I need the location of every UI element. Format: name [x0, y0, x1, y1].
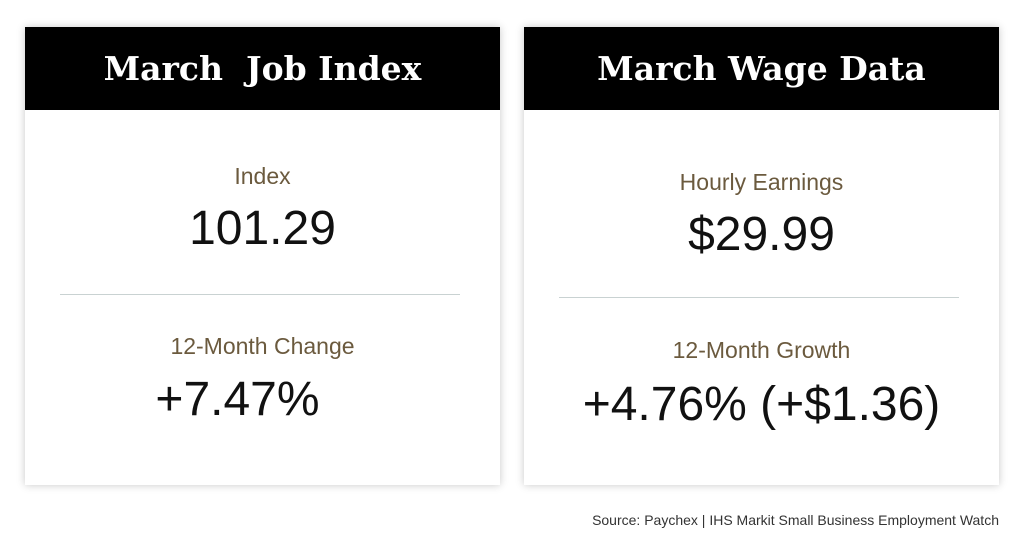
- wage-data-divider: [559, 297, 959, 298]
- job-index-card: March Job Index Index 101.29 12-Month Ch…: [25, 27, 500, 485]
- job-index-title: March Job Index: [25, 27, 500, 110]
- wage-data-title: March Wage Data: [524, 27, 999, 110]
- wage-data-card: March Wage Data Hourly Earnings $29.99 1…: [524, 27, 999, 485]
- change-label: 12-Month Change: [170, 333, 355, 359]
- job-index-divider: [60, 294, 460, 295]
- growth-label: 12-Month Growth: [672, 337, 851, 363]
- source-note: Source: Paychex | IHS Markit Small Busin…: [592, 512, 999, 528]
- growth-value: +4.76% (+$1.36): [582, 378, 941, 431]
- earnings-value: $29.99: [688, 208, 835, 261]
- index-label: Index: [234, 163, 291, 189]
- change-value: +7.47%: [155, 373, 320, 426]
- earnings-label: Hourly Earnings: [679, 169, 844, 195]
- index-value: 101.29: [189, 202, 336, 255]
